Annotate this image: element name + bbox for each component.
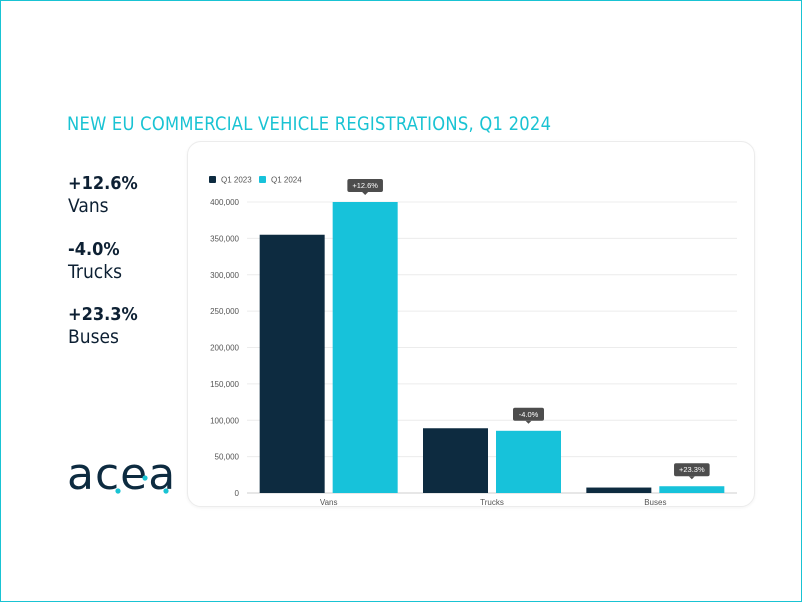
legend-label: Q1 2023 bbox=[221, 176, 252, 185]
bar bbox=[496, 430, 561, 493]
legend-swatch bbox=[259, 176, 266, 183]
bar bbox=[586, 487, 652, 493]
stat-vans: +12.6% Vans bbox=[68, 173, 146, 217]
bar bbox=[259, 234, 325, 494]
y-tick-label: 50,000 bbox=[215, 453, 240, 462]
stat-buses-percent: +23.3% bbox=[68, 304, 138, 325]
y-tick-label: 100,000 bbox=[210, 416, 239, 425]
callout-pointer bbox=[688, 476, 695, 480]
y-tick-label: 250,000 bbox=[210, 307, 239, 316]
y-tick-label: 150,000 bbox=[210, 380, 239, 389]
stat-buses: +23.3% Buses bbox=[68, 304, 146, 348]
callout-pointer bbox=[362, 192, 369, 195]
y-tick-label: 400,000 bbox=[210, 198, 239, 207]
logo-dot-1 bbox=[115, 488, 121, 494]
callout-pointer bbox=[525, 420, 532, 424]
stat-buses-label: Buses bbox=[68, 326, 119, 348]
bar-chart: 0 50,000 100,000 150,000 200,000 250,000 300,0… bbox=[209, 176, 737, 507]
page-title: NEW EU COMMERCIAL VEHICLE REGISTRATIONS,… bbox=[67, 113, 552, 135]
x-tick-label: Buses bbox=[644, 498, 666, 507]
stat-trucks-percent: -4.0% bbox=[68, 239, 120, 260]
legend-label: Q1 2024 bbox=[271, 176, 302, 185]
stat-trucks-label: Trucks bbox=[68, 261, 123, 283]
stat-vans-label: Vans bbox=[68, 195, 109, 217]
data-label: +12.6% bbox=[352, 181, 378, 190]
y-tick-label: 350,000 bbox=[210, 234, 239, 243]
stat-vans-percent: +12.6% bbox=[68, 173, 138, 194]
callout-box bbox=[347, 179, 383, 192]
y-tick-label: 0 bbox=[235, 489, 240, 498]
acea-logo-text: acea bbox=[67, 449, 176, 499]
bar bbox=[423, 428, 488, 493]
y-tick-label: 300,000 bbox=[210, 271, 239, 280]
callout-box bbox=[674, 463, 710, 477]
acea-logo: acea bbox=[67, 449, 176, 499]
logo-dot-2 bbox=[142, 475, 148, 481]
data-label: -4.0% bbox=[519, 410, 539, 419]
bar bbox=[659, 486, 725, 493]
x-tick-label: Trucks bbox=[480, 498, 504, 507]
logo-dot-3 bbox=[163, 488, 169, 494]
x-tick-label: Vans bbox=[320, 498, 338, 507]
stat-trucks: -4.0% Trucks bbox=[68, 239, 128, 283]
y-tick-label: 200,000 bbox=[210, 344, 239, 353]
data-label: +23.3% bbox=[679, 465, 705, 474]
legend-swatch bbox=[209, 176, 216, 183]
bar bbox=[332, 202, 398, 493]
callout-box bbox=[513, 407, 544, 421]
